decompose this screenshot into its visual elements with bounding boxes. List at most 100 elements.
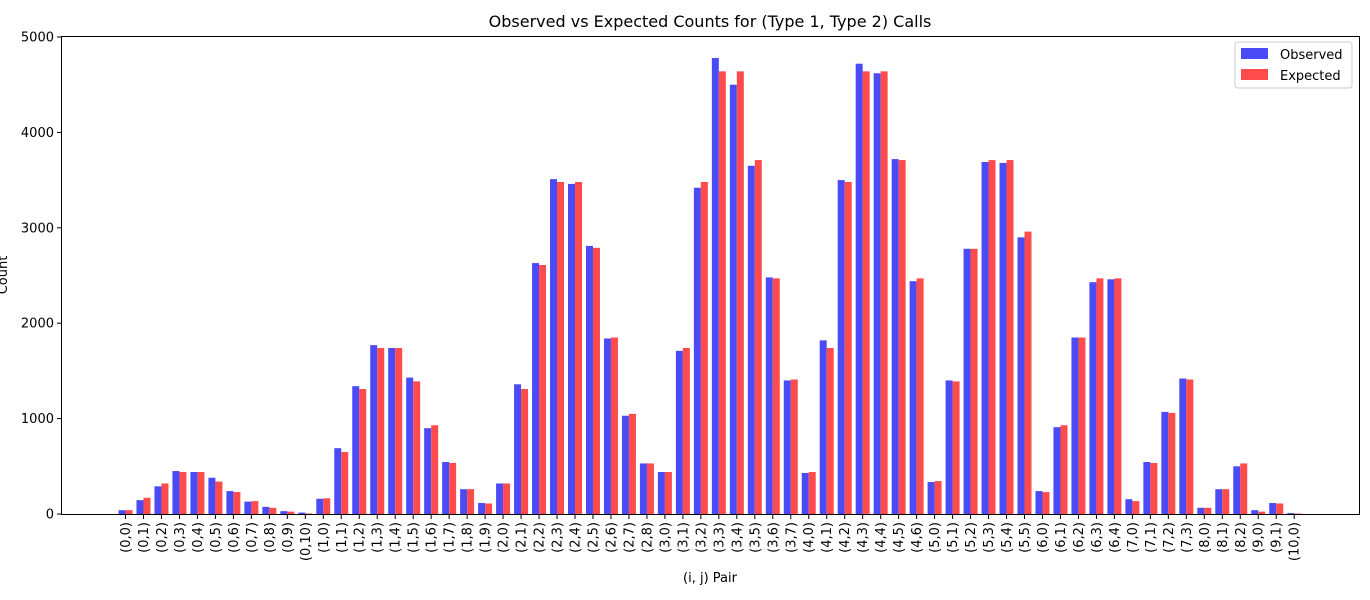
bar-expected-63 xyxy=(1258,511,1266,514)
x-tick-label-40: (4,2) xyxy=(838,522,853,553)
bar-expected-13 xyxy=(359,389,367,514)
bar-expected-32 xyxy=(700,182,708,514)
bar-observed-51 xyxy=(1035,491,1043,514)
x-tick-label-36: (3,6) xyxy=(766,522,781,553)
bar-expected-19 xyxy=(467,489,475,514)
bar-expected-60 xyxy=(1204,507,1212,514)
x-tick-label-54: (6,3) xyxy=(1090,522,1105,553)
bar-observed-14 xyxy=(370,345,378,514)
x-tick-label-21: (2,0) xyxy=(497,522,512,553)
bar-observed-61 xyxy=(1215,489,1223,514)
bar-observed-5 xyxy=(208,477,216,514)
legend: Observed Expected xyxy=(1234,41,1353,89)
bar-observed-18 xyxy=(442,462,450,514)
bar-expected-16 xyxy=(413,381,421,514)
x-tick-label-11: (1,0) xyxy=(317,522,332,553)
bar-observed-8 xyxy=(262,506,270,514)
bar-observed-10 xyxy=(298,512,306,514)
x-tick-label-13: (1,2) xyxy=(353,522,368,553)
bar-observed-55 xyxy=(1107,279,1115,514)
x-tick-label-27: (2,6) xyxy=(604,522,619,553)
bar-expected-26 xyxy=(592,247,600,514)
bar-observed-50 xyxy=(1017,237,1025,514)
x-tick-label-5: (0,5) xyxy=(209,522,224,553)
bar-expected-46 xyxy=(952,381,960,514)
x-tick-label-34: (3,4) xyxy=(730,522,745,553)
x-tick-label-30: (3,0) xyxy=(658,522,673,553)
bar-observed-62 xyxy=(1233,466,1241,514)
y-tick-label-3: 3000 xyxy=(21,221,54,236)
bar-observed-44 xyxy=(909,281,917,514)
bar-observed-49 xyxy=(999,162,1007,514)
x-tick-label-52: (6,1) xyxy=(1054,522,1069,553)
bar-observed-24 xyxy=(550,179,558,514)
bar-expected-39 xyxy=(826,348,834,514)
bar-observed-15 xyxy=(388,348,396,514)
bar-observed-26 xyxy=(585,245,593,514)
bar-expected-6 xyxy=(233,492,241,514)
bar-observed-56 xyxy=(1125,499,1133,514)
x-tick-label-65: (10,0) xyxy=(1288,522,1303,561)
x-tick-label-55: (6,4) xyxy=(1108,522,1123,553)
x-tick-label-3: (0,3) xyxy=(173,522,188,553)
bar-expected-18 xyxy=(449,462,457,514)
y-axis: 0 1000 2000 3000 4000 5000 xyxy=(21,31,62,523)
x-tick-label-49: (5,4) xyxy=(1000,522,1015,553)
x-tick-label-63: (9,0) xyxy=(1252,522,1267,553)
bar-observed-25 xyxy=(568,183,575,515)
bar-expected-43 xyxy=(898,160,906,514)
bar-expected-29 xyxy=(646,463,654,514)
x-tick-label-39: (4,1) xyxy=(820,522,835,553)
bar-observed-13 xyxy=(352,386,360,514)
bar-expected-57 xyxy=(1150,462,1158,514)
bar-expected-9 xyxy=(287,511,295,514)
bar-observed-48 xyxy=(981,161,989,514)
bar-observed-4 xyxy=(190,472,198,514)
bar-expected-42 xyxy=(880,71,888,514)
bar-expected-14 xyxy=(377,348,385,514)
bar-expected-50 xyxy=(1024,231,1032,514)
bar-observed-41 xyxy=(855,63,863,515)
bar-expected-45 xyxy=(934,481,942,514)
x-tick-label-26: (2,5) xyxy=(586,522,601,553)
x-tick-label-4: (0,4) xyxy=(191,522,206,553)
bar-expected-31 xyxy=(682,348,690,514)
observed-bars xyxy=(118,57,1295,515)
bar-observed-57 xyxy=(1143,462,1151,514)
x-tick-label-14: (1,3) xyxy=(371,522,386,553)
legend-label-expected: Expected xyxy=(1280,69,1341,84)
bar-expected-2 xyxy=(161,483,169,514)
bar-observed-1 xyxy=(136,500,144,514)
x-tick-label-0: (0,0) xyxy=(119,522,134,553)
x-tick-label-50: (5,5) xyxy=(1018,522,1033,553)
legend-label-observed: Observed xyxy=(1280,48,1343,63)
x-tick-label-24: (2,3) xyxy=(551,522,566,553)
bar-observed-28 xyxy=(621,415,629,514)
bar-expected-55 xyxy=(1114,278,1122,514)
bar-expected-51 xyxy=(1042,492,1050,514)
bar-expected-38 xyxy=(808,472,816,514)
x-tick-label-18: (1,7) xyxy=(443,522,458,553)
bar-observed-63 xyxy=(1251,510,1259,514)
bar-expected-34 xyxy=(736,71,744,514)
bar-observed-31 xyxy=(675,350,683,514)
x-tick-label-29: (2,8) xyxy=(640,522,655,553)
bar-observed-47 xyxy=(963,248,971,515)
bar-observed-11 xyxy=(316,498,324,514)
bar-observed-22 xyxy=(514,384,522,514)
bar-observed-19 xyxy=(460,489,468,514)
x-tick-label-48: (5,3) xyxy=(982,522,997,553)
bar-expected-54 xyxy=(1096,278,1104,514)
x-tick-label-22: (2,1) xyxy=(515,522,530,553)
bar-expected-35 xyxy=(754,160,762,514)
bar-expected-47 xyxy=(970,248,978,515)
x-tick-label-9: (0,9) xyxy=(281,522,296,553)
bar-expected-5 xyxy=(215,481,223,514)
bar-observed-37 xyxy=(783,380,791,514)
bar-expected-49 xyxy=(1006,160,1014,514)
bar-observed-65 xyxy=(1287,513,1295,514)
x-tick-label-43: (4,5) xyxy=(892,522,907,553)
bar-observed-2 xyxy=(154,486,162,514)
bar-expected-17 xyxy=(431,425,439,514)
bar-observed-52 xyxy=(1053,427,1061,514)
